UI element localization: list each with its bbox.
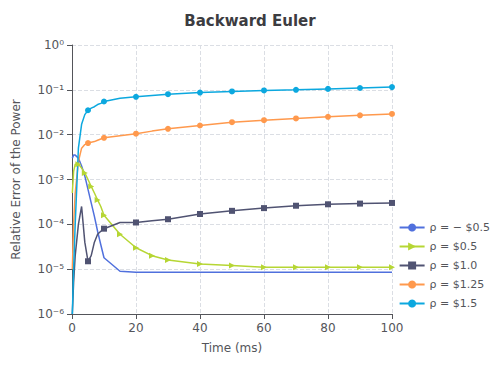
- svg-text:100: 100: [381, 321, 404, 335]
- svg-text:10⁻¹: 10⁻¹: [38, 83, 65, 97]
- svg-text:Backward Euler: Backward Euler: [184, 12, 316, 30]
- svg-text:10⁻⁵: 10⁻⁵: [38, 262, 65, 276]
- svg-text:ρ = − $0.5: ρ = − $0.5: [430, 221, 490, 234]
- svg-text:60: 60: [256, 321, 271, 335]
- svg-text:ρ = $1.5: ρ = $1.5: [430, 297, 478, 310]
- svg-text:10⁰: 10⁰: [44, 38, 64, 52]
- svg-text:10⁻³: 10⁻³: [38, 173, 65, 187]
- svg-text:40: 40: [192, 321, 207, 335]
- svg-text:Time (ms): Time (ms): [201, 341, 263, 355]
- svg-text:10⁻⁴: 10⁻⁴: [38, 217, 65, 231]
- svg-text:10⁻²: 10⁻²: [38, 128, 65, 142]
- svg-text:ρ = $1.25: ρ = $1.25: [430, 278, 485, 291]
- svg-text:ρ = $1.0: ρ = $1.0: [430, 259, 478, 272]
- svg-text:ρ = $0.5: ρ = $0.5: [430, 240, 478, 253]
- svg-text:20: 20: [128, 321, 143, 335]
- svg-text:80: 80: [320, 321, 335, 335]
- svg-text:0: 0: [68, 321, 76, 335]
- svg-text:10⁻⁶: 10⁻⁶: [38, 307, 65, 321]
- svg-text:Relative Error of the Power: Relative Error of the Power: [9, 99, 23, 260]
